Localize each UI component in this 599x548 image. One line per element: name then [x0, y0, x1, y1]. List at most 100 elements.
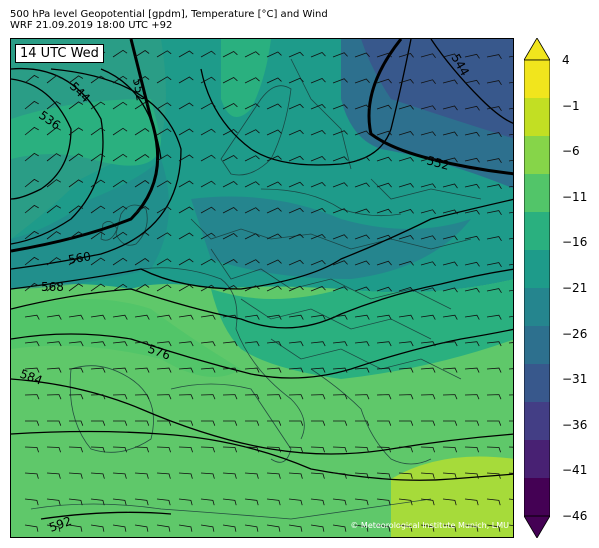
wind-barb: [398, 498, 413, 506]
wind-barb: [310, 498, 325, 506]
wind-barb: [200, 524, 215, 532]
wind-barb: [310, 314, 326, 320]
wind-barb: [223, 420, 238, 426]
wind-barb: [90, 101, 106, 110]
wind-barb: [464, 157, 480, 163]
wind-barb: [310, 286, 326, 292]
wind-barb: [112, 341, 128, 347]
wind-barb: [465, 420, 480, 426]
wind-barb: [420, 498, 435, 506]
wind-barb: [112, 179, 128, 188]
wind-barb: [156, 367, 172, 373]
temperature-band: [11, 99, 161, 166]
wind-barb: [134, 206, 150, 214]
wind-barb: [464, 183, 480, 189]
wind-barb: [376, 78, 392, 84]
wind-barb: [310, 394, 326, 400]
wind-barb: [288, 233, 304, 240]
wind-barb: [178, 128, 194, 136]
wind-barb: [266, 259, 282, 266]
colorbar-tick-label: −36: [562, 417, 588, 432]
wind-barb: [464, 105, 480, 111]
wind-barb: [244, 367, 260, 373]
wind-barb: [244, 129, 260, 136]
wind-barb: [310, 260, 326, 266]
wind-barb: [222, 259, 238, 266]
wind-barb: [332, 472, 347, 479]
wind-barb: [354, 234, 370, 240]
wind-barb: [68, 472, 83, 479]
colorbar-tick-label: −21: [562, 281, 588, 295]
wind-barb: [267, 420, 282, 426]
wind-barb: [310, 234, 326, 240]
wind-barb: [464, 498, 479, 506]
wind-barb: [398, 105, 414, 110]
wind-barb: [442, 394, 458, 400]
wind-barb: [24, 341, 40, 347]
wind-barb: [222, 129, 238, 136]
wind-barb: [332, 260, 348, 266]
wind-barb: [486, 236, 502, 242]
wind-barb: [200, 206, 216, 214]
wind-barb: [157, 420, 172, 426]
wind-barb: [310, 78, 326, 84]
wind-barb: [508, 55, 513, 58]
wind-barb: [90, 283, 106, 292]
wind-barb: [486, 446, 501, 453]
wind-barb: [244, 77, 260, 84]
contour-label: 552: [130, 77, 148, 102]
colorbar-extend-min: [524, 515, 550, 538]
wind-barb: [46, 231, 62, 240]
wind-barb: [420, 79, 436, 85]
wind-barb: [354, 341, 370, 347]
wind-barb: [156, 76, 172, 84]
wind-barb: [442, 498, 457, 506]
wind-barb: [464, 261, 480, 267]
wind-barb: [68, 446, 83, 453]
wind-barb: [24, 256, 39, 266]
wind-barb: [310, 52, 326, 58]
wind-barb: [288, 259, 304, 266]
wind-barb: [332, 78, 348, 84]
wind-barb: [508, 237, 513, 240]
wind-barb: [46, 205, 62, 214]
wind-barb: [222, 77, 238, 84]
wind-barb: [222, 285, 238, 292]
wind-barb: [68, 205, 84, 214]
wind-barb: [200, 284, 216, 292]
wind-barb: [354, 130, 370, 136]
wind-barb: [178, 258, 194, 266]
wind-barb: [200, 258, 216, 266]
wind-barb: [442, 157, 458, 163]
wind-barb: [178, 341, 194, 347]
wind-barb: [46, 341, 62, 347]
wind-barb: [68, 498, 83, 506]
temperature-band: [191, 196, 471, 279]
wind-barb: [113, 420, 128, 426]
colorbar-bin: [524, 98, 550, 137]
wind-barb: [442, 341, 458, 347]
wind-barb: [112, 498, 127, 506]
wind-barb: [222, 446, 237, 453]
wind-barb: [134, 472, 149, 479]
wind-barb: [486, 54, 502, 60]
colorbar-bin: [524, 402, 550, 441]
colorbar-tick-label: −26: [562, 326, 588, 341]
wind-barb: [288, 524, 303, 532]
wind-barb: [68, 367, 84, 373]
wind-barb: [376, 446, 391, 453]
wind-barb: [354, 367, 370, 373]
wind-barb: [244, 181, 260, 188]
wind-barb: [332, 446, 347, 453]
wind-barb: [90, 314, 106, 320]
wind-barb: [134, 154, 150, 162]
wind-barb: [245, 420, 260, 426]
wind-barb: [288, 181, 304, 188]
wind-barb: [354, 104, 370, 110]
wind-barb: [266, 233, 282, 240]
wind-barb: [68, 127, 84, 136]
wind-barb: [332, 341, 348, 347]
wind-barb: [90, 75, 106, 84]
wind-barb: [112, 205, 128, 214]
wind-barb: [354, 156, 370, 162]
